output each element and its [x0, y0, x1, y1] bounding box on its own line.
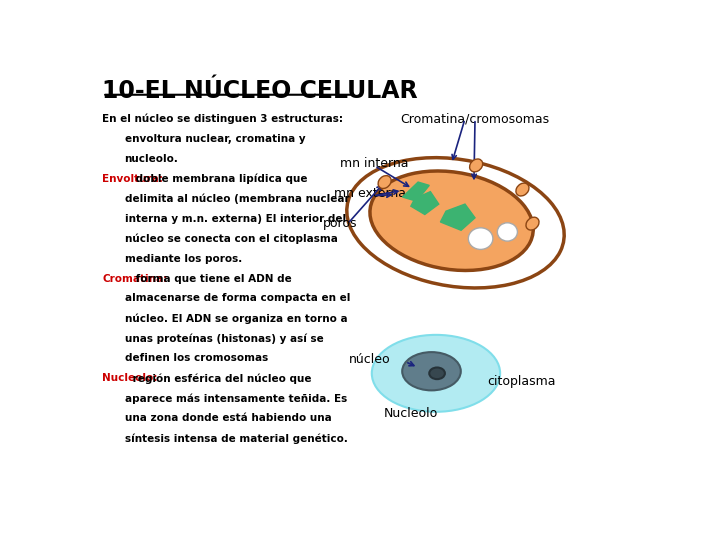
Text: núcleo: núcleo — [348, 353, 390, 366]
Text: interna y m.n. externa) El interior del: interna y m.n. externa) El interior del — [125, 214, 346, 224]
Ellipse shape — [347, 158, 564, 288]
Ellipse shape — [469, 159, 482, 172]
Text: Nucleolo: Nucleolo — [384, 407, 438, 420]
Text: aparece más intensamente teñida. Es: aparece más intensamente teñida. Es — [125, 393, 347, 404]
Ellipse shape — [370, 171, 534, 271]
Text: mediante los poros.: mediante los poros. — [125, 254, 242, 264]
Text: nucleolo.: nucleolo. — [125, 154, 179, 164]
Text: núcleo. El ADN se organiza en torno a: núcleo. El ADN se organiza en torno a — [125, 313, 347, 324]
Text: mn externa: mn externa — [334, 187, 406, 200]
Text: Cromatina:: Cromatina: — [102, 274, 168, 284]
Text: Nucleolo:: Nucleolo: — [102, 373, 158, 383]
Polygon shape — [402, 182, 429, 201]
Text: definen los cromosomas: definen los cromosomas — [125, 353, 268, 363]
Text: doble membrana lipídica que: doble membrana lipídica que — [132, 174, 307, 184]
Ellipse shape — [402, 352, 461, 390]
Text: unas proteínas (histonas) y así se: unas proteínas (histonas) y así se — [125, 333, 323, 344]
Text: citoplasma: citoplasma — [487, 375, 556, 388]
Text: envoltura nuclear, cromatina y: envoltura nuclear, cromatina y — [125, 134, 305, 144]
Text: síntesis intensa de material genético.: síntesis intensa de material genético. — [125, 433, 348, 444]
Polygon shape — [411, 192, 438, 214]
Text: forma que tiene el ADN de: forma que tiene el ADN de — [132, 274, 292, 284]
Text: almacenarse de forma compacta en el: almacenarse de forma compacta en el — [125, 294, 350, 303]
Ellipse shape — [468, 228, 493, 249]
Ellipse shape — [372, 335, 500, 412]
Text: 10-EL NÚCLEO CELULAR: 10-EL NÚCLEO CELULAR — [102, 79, 418, 103]
Ellipse shape — [498, 223, 518, 241]
Text: Envoltura:: Envoltura: — [102, 174, 163, 184]
Ellipse shape — [378, 176, 391, 188]
Text: Cromatina/cromosomas: Cromatina/cromosomas — [400, 113, 549, 126]
Text: En el núcleo se distinguen 3 estructuras:: En el núcleo se distinguen 3 estructuras… — [102, 114, 343, 124]
Ellipse shape — [516, 183, 529, 196]
Text: poros: poros — [323, 217, 358, 230]
Text: una zona donde está habiendo una: una zona donde está habiendo una — [125, 413, 331, 423]
Polygon shape — [441, 204, 475, 230]
Text: delimita al núcleo (membrana nuclear: delimita al núcleo (membrana nuclear — [125, 194, 349, 204]
Text: mn interna: mn interna — [340, 157, 408, 170]
Ellipse shape — [429, 368, 445, 379]
Text: núcleo se conecta con el citoplasma: núcleo se conecta con el citoplasma — [125, 234, 338, 244]
Ellipse shape — [526, 217, 539, 230]
Text: región esférica del núcleo que: región esférica del núcleo que — [129, 373, 311, 384]
